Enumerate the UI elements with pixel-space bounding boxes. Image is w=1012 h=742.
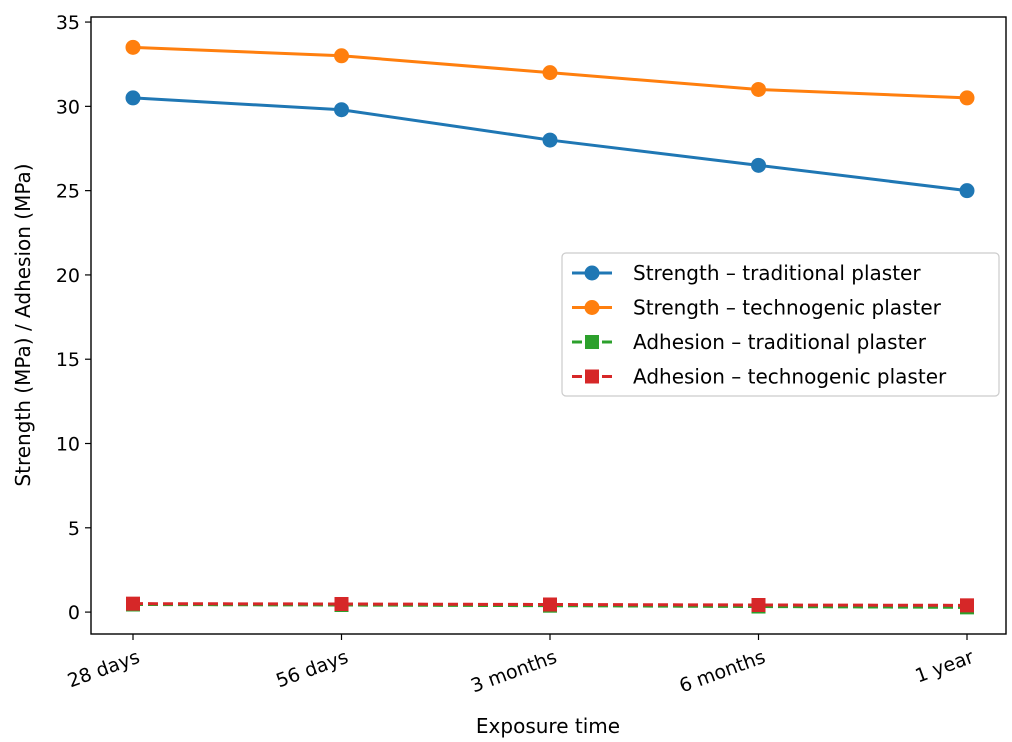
y-tick-label: 20 (56, 265, 80, 287)
legend-swatch-marker (584, 265, 600, 281)
data-point (959, 183, 975, 199)
data-point (751, 157, 766, 173)
y-tick-label: 0 (68, 602, 80, 624)
legend: Strength – traditional plaster Strength –… (561, 252, 1000, 397)
y-tick-label: 15 (56, 349, 80, 371)
data-point (751, 81, 766, 97)
x-tick-label: 28 days (65, 646, 143, 692)
data-point (126, 596, 140, 611)
x-tick-label: 56 days (273, 646, 351, 692)
legend-swatch-marker (585, 335, 599, 349)
legend-entries: Strength – traditional plaster Strength –… (572, 261, 947, 389)
legend-frame (561, 252, 1000, 397)
x-tick-label: 1 year (912, 646, 977, 687)
data-point (334, 596, 349, 611)
data-point (334, 102, 349, 118)
y-axis: 0 5 10 15 20 25 30 35 (56, 12, 91, 624)
y-tick-label: 30 (56, 96, 80, 118)
data-point (959, 90, 975, 106)
data-point (751, 598, 766, 613)
legend-swatch-marker (584, 300, 600, 315)
legend-swatch-marker (585, 369, 599, 384)
legend-label: Adhesion – technogenic plaster (633, 365, 947, 389)
data-point (125, 90, 141, 106)
y-tick-label: 25 (56, 181, 80, 203)
y-tick-label: 35 (56, 12, 80, 34)
data-point (543, 597, 557, 612)
data-point (960, 598, 974, 613)
data-point (334, 48, 349, 64)
legend-label: Adhesion – traditional plaster (633, 330, 927, 354)
y-tick-label: 10 (56, 434, 80, 456)
legend-label: Strength – traditional plaster (633, 261, 921, 285)
plot-layer (125, 39, 975, 615)
x-axis-title: Exposure time (476, 714, 620, 738)
data-point (125, 39, 141, 55)
data-point (542, 132, 558, 148)
plot-frame (90, 16, 1007, 635)
legend-label: Strength – technogenic plaster (633, 296, 942, 320)
y-tick-label: 5 (68, 518, 80, 540)
x-tick-label: 3 months (468, 646, 560, 697)
y-axis-title: Strength (MPa) / Adhesion (MPa) (11, 163, 35, 486)
x-axis: 28 days 56 days 3 months 6 months 1 year (65, 634, 977, 697)
series-line (132, 602, 968, 607)
data-point (542, 65, 558, 81)
x-tick-label: 6 months (676, 646, 768, 697)
